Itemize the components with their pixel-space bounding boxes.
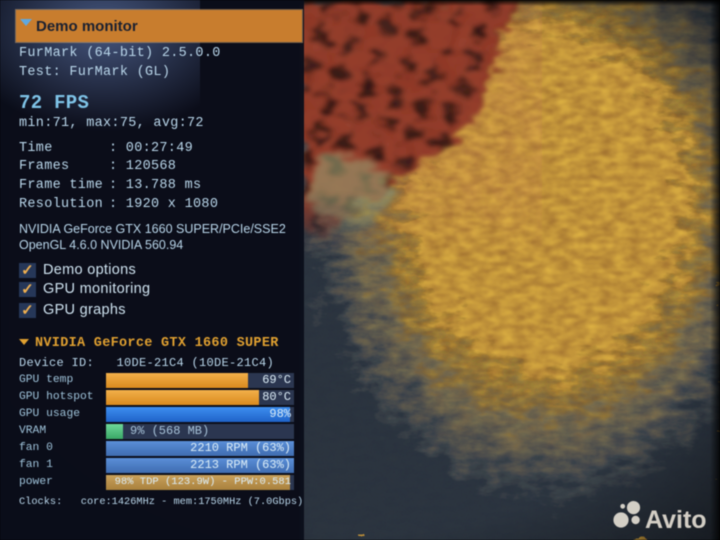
svg-text:Avito: Avito [645,506,707,534]
